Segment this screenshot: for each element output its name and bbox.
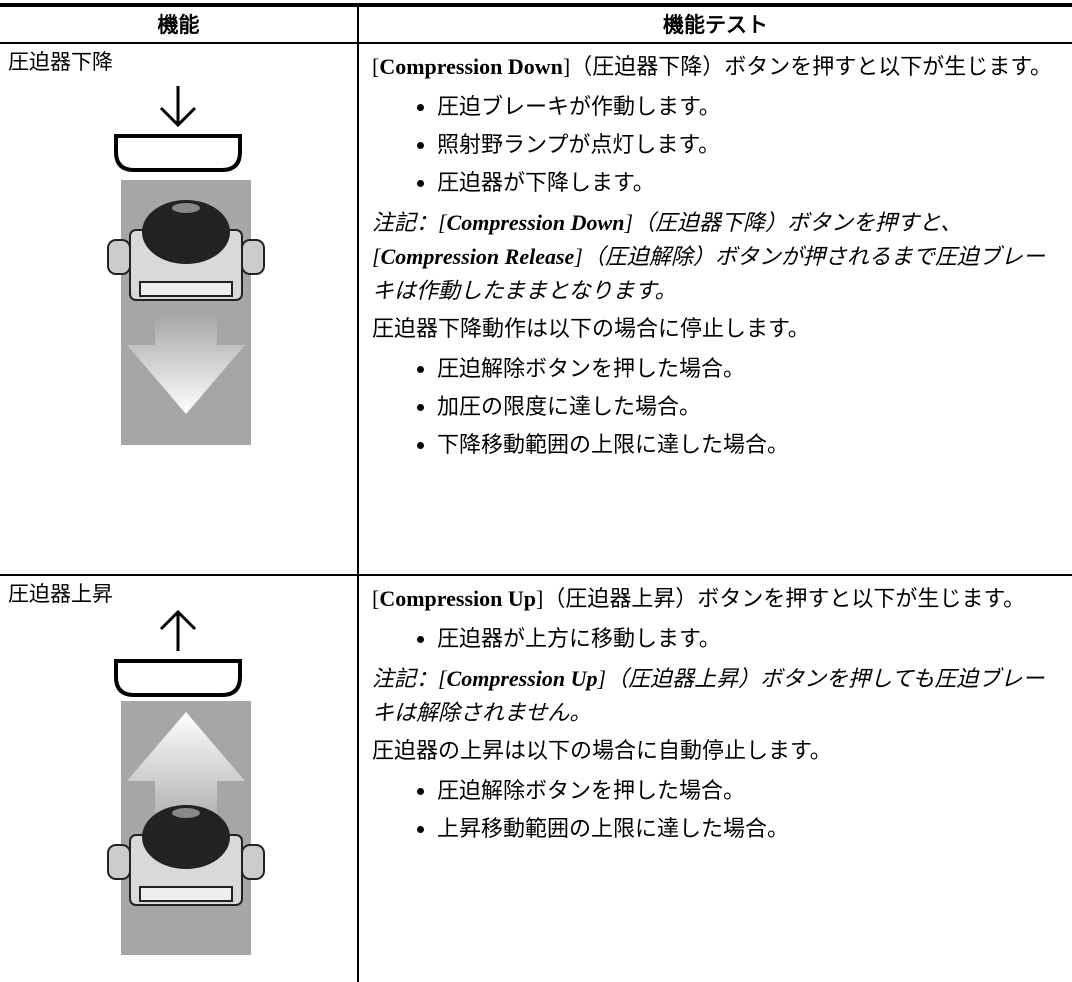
paragraph: 圧迫器の上昇は以下の場合に自動停止します。: [372, 738, 832, 763]
button-name: Compression Up: [379, 586, 537, 611]
function-test: [Compression Up]（圧迫器上昇）ボタンを押すと以下が生じます。 圧…: [372, 582, 1062, 852]
function-name: 圧迫器下降: [8, 50, 113, 74]
text: ]（圧迫器下降）ボタンを押すと、[: [372, 210, 963, 269]
compression-down-illustration: [107, 86, 265, 445]
row-divider: [0, 42, 1072, 44]
bullet-list: 圧迫ブレーキが作動します。 照射野ランプが点灯します。 圧迫器が下降します。: [372, 88, 1062, 202]
text: [: [372, 54, 380, 79]
bullet: 圧迫解除ボタンを押した場合。: [437, 350, 1062, 388]
button-name: Compression Up: [446, 666, 598, 691]
header-cell: 機能テスト: [663, 13, 768, 37]
bullet: 圧迫器が上方に移動します。: [437, 620, 1062, 658]
bullet-list: 圧迫器が上方に移動します。: [372, 620, 1062, 658]
device: [107, 805, 265, 906]
text: [: [372, 586, 380, 611]
bullet: 下降移動範囲の上限に達した場合。: [437, 426, 1062, 464]
table-top-border: [0, 3, 1072, 7]
bullet: 圧迫解除ボタンを押した場合。: [437, 772, 1062, 810]
device: [107, 200, 265, 301]
bullet: 圧迫器が下降します。: [437, 164, 1062, 202]
bullet: 照射野ランプが点灯します。: [437, 126, 1062, 164]
column-divider: [357, 7, 359, 982]
paragraph: 圧迫器下降動作は以下の場合に停止します。: [372, 316, 810, 341]
bullet-list: 圧迫解除ボタンを押した場合。 上昇移動範囲の上限に達した場合。: [372, 772, 1062, 848]
text: 注記：[: [372, 210, 447, 235]
text: ]（圧迫解除）ボタンが押されるまで圧迫ブレーキは作動したままとなります。: [372, 244, 1045, 303]
function-test: [Compression Down]（圧迫器下降）ボタンを押すと以下が生じます。…: [372, 50, 1062, 468]
button-name: Compression Down: [446, 210, 625, 235]
function-name: 圧迫器上昇: [8, 582, 113, 606]
row-divider: [0, 574, 1072, 576]
header-cell: 機能: [157, 13, 200, 37]
button-name: Compression Release: [380, 244, 575, 269]
bullet: 加圧の限度に達した場合。: [437, 388, 1062, 426]
bullet-list: 圧迫解除ボタンを押した場合。 加圧の限度に達した場合。 下降移動範囲の上限に達し…: [372, 350, 1062, 464]
compression-up-illustration: [107, 609, 265, 955]
text: ]（圧迫器上昇）ボタンを押すと以下が生じます。: [536, 586, 1026, 611]
text: ]（圧迫器下降）ボタンを押すと以下が生じます。: [562, 54, 1053, 79]
text: ]（圧迫器上昇）ボタンを押しても圧迫ブレーキは解除されません。: [372, 666, 1045, 725]
button-name: Compression Down: [379, 54, 563, 79]
bullet: 上昇移動範囲の上限に達した場合。: [437, 810, 1062, 848]
bullet: 圧迫ブレーキが作動します。: [437, 88, 1062, 126]
text: 注記：[: [372, 666, 447, 691]
